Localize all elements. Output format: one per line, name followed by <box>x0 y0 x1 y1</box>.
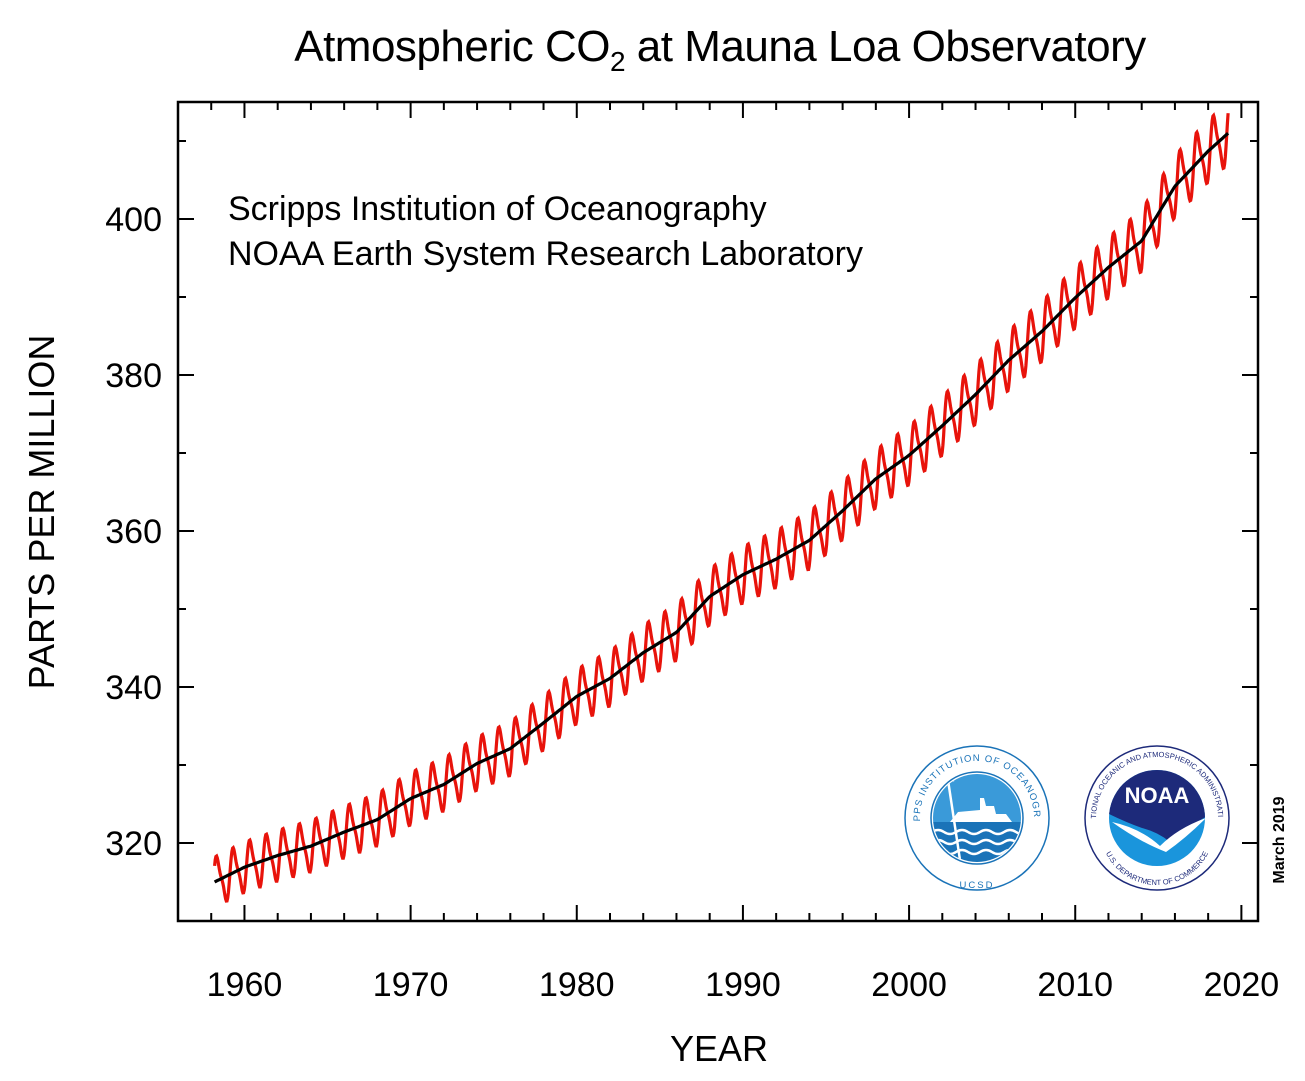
chart-title: Atmospheric CO2 at Mauna Loa Observatory <box>0 22 1305 76</box>
x-axis-tick-labels: 1960 1970 1980 1990 2000 2010 2020 <box>207 966 1280 1004</box>
noaa-ring-text: NATIONAL OCEANIC AND ATMOSPHERIC ADMINIS… <box>0 0 1225 819</box>
x-tick-label: 2000 <box>871 966 947 1004</box>
chart-title-main: Atmospheric CO <box>294 22 610 71</box>
x-tick-label: 1990 <box>705 966 781 1004</box>
y-tick-label: 360 <box>105 513 162 551</box>
x-axis-label: YEAR <box>669 1028 769 1069</box>
scripps-ucsd-text: UCSD <box>960 880 995 891</box>
series-monthly-line <box>213 112 1230 903</box>
y-tick-label: 400 <box>105 201 162 239</box>
x-tick-label: 2020 <box>1204 966 1280 1004</box>
x-tick-label: 1970 <box>373 966 449 1004</box>
date-credit: March 2019 <box>1271 796 1288 884</box>
y-tick-label: 320 <box>105 825 162 863</box>
x-tick-label: 1980 <box>539 966 615 1004</box>
chart-title-suffix: at Mauna Loa Observatory <box>625 22 1146 71</box>
noaa-logo: NOAA NATIONAL OCEANIC AND ATMOSPHERIC AD… <box>0 0 1230 891</box>
chart-title-subscript: 2 <box>610 46 626 77</box>
svg-text:NATIONAL OCEANIC AND ATMOSPHER: NATIONAL OCEANIC AND ATMOSPHERIC ADMINIS… <box>0 0 1225 819</box>
plot-frame <box>176 100 1260 923</box>
x-tick-label: 1960 <box>207 966 283 1004</box>
y-tick-label: 380 <box>105 357 162 395</box>
x-axis-ticks <box>177 102 1243 921</box>
x-tick-label: 2010 <box>1037 966 1113 1004</box>
y-tick-label: 340 <box>105 669 162 707</box>
noaa-center-text: NOAA <box>1125 783 1190 808</box>
series-trend-line <box>213 131 1230 884</box>
y-axis-label: PARTS PER MILLION <box>21 334 62 690</box>
source-line-scripps: Scripps Institution of Oceanography <box>228 190 767 228</box>
y-axis-ticks <box>178 140 1258 922</box>
y-axis-tick-labels: 320 340 360 380 400 <box>105 201 162 863</box>
source-line-noaa: NOAA Earth System Research Laboratory <box>228 235 863 273</box>
